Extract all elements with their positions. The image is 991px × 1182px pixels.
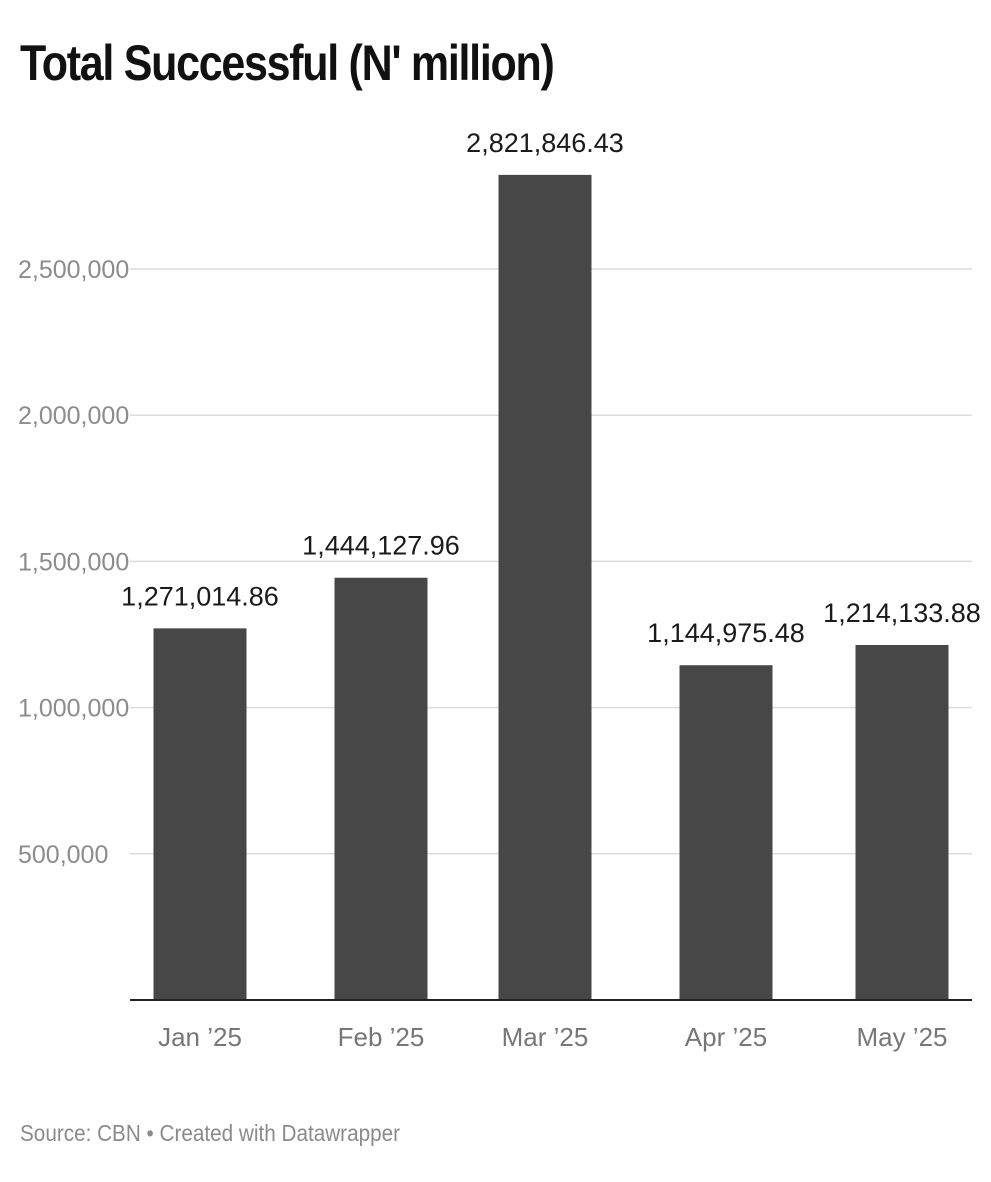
bar-value-label: 2,821,846.43	[466, 128, 624, 158]
y-tick-label: 2,000,000	[18, 402, 129, 430]
bars	[153, 174, 949, 1001]
y-tick-label: 2,500,000	[18, 256, 129, 284]
bar	[334, 577, 428, 1000]
x-tick-label: Jan ’25	[158, 1022, 242, 1052]
bar-value-label: 1,144,975.48	[647, 618, 805, 648]
source-note: Source: CBN • Created with Datawrapper	[20, 1120, 401, 1146]
x-tick-label: Mar ’25	[502, 1022, 589, 1052]
x-axis-tick-labels: Jan ’25 Feb ’25 Mar ’25 Apr ’25 May ’25	[158, 1022, 947, 1052]
bar	[855, 644, 949, 1000]
y-tick-label: 1,000,000	[18, 695, 129, 723]
y-tick-label: 500,000	[18, 841, 108, 869]
bar-value-label: 1,214,133.88	[823, 598, 981, 628]
bar-value-labels: 1,271,014.86 1,444,127.96 2,821,846.43 1,14…	[121, 128, 981, 648]
y-axis-tick-labels: 500,000 1,000,000 1,500,000 2,000,000 2,500,…	[18, 256, 129, 869]
bar-value-label: 1,444,127.96	[302, 531, 460, 561]
bar	[498, 174, 592, 1001]
bar	[153, 628, 247, 1000]
x-tick-label: Apr ’25	[685, 1022, 767, 1052]
x-tick-label: May ’25	[856, 1022, 947, 1052]
chart-title: Total Successful (N' million)	[20, 35, 555, 91]
x-tick-label: Feb ’25	[338, 1022, 425, 1052]
y-tick-label: 1,500,000	[18, 548, 129, 576]
bar	[679, 665, 773, 1000]
bar-value-label: 1,271,014.86	[121, 581, 279, 611]
